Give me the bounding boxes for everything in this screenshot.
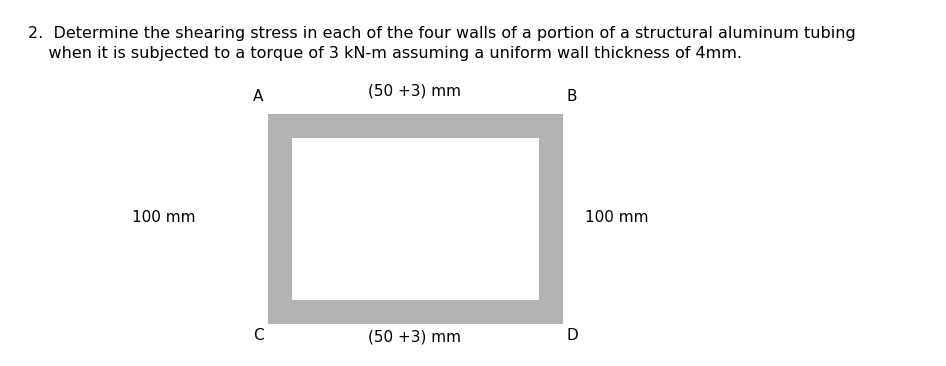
Bar xyxy=(292,138,539,300)
Text: 2.  Determine the shearing stress in each of the four walls of a portion of a st: 2. Determine the shearing stress in each… xyxy=(28,26,856,41)
Text: when it is subjected to a torque of 3 kN-m assuming a uniform wall thickness of : when it is subjected to a torque of 3 kN… xyxy=(28,46,742,61)
Text: (50 +3) mm: (50 +3) mm xyxy=(369,83,462,98)
Text: 100 mm: 100 mm xyxy=(585,210,649,225)
Text: C: C xyxy=(253,328,263,343)
Text: 100 mm: 100 mm xyxy=(131,210,195,225)
Text: A: A xyxy=(253,89,263,104)
Text: (50 +3) mm: (50 +3) mm xyxy=(369,329,462,344)
Bar xyxy=(268,114,563,324)
Text: D: D xyxy=(566,328,578,343)
Text: B: B xyxy=(567,89,577,104)
